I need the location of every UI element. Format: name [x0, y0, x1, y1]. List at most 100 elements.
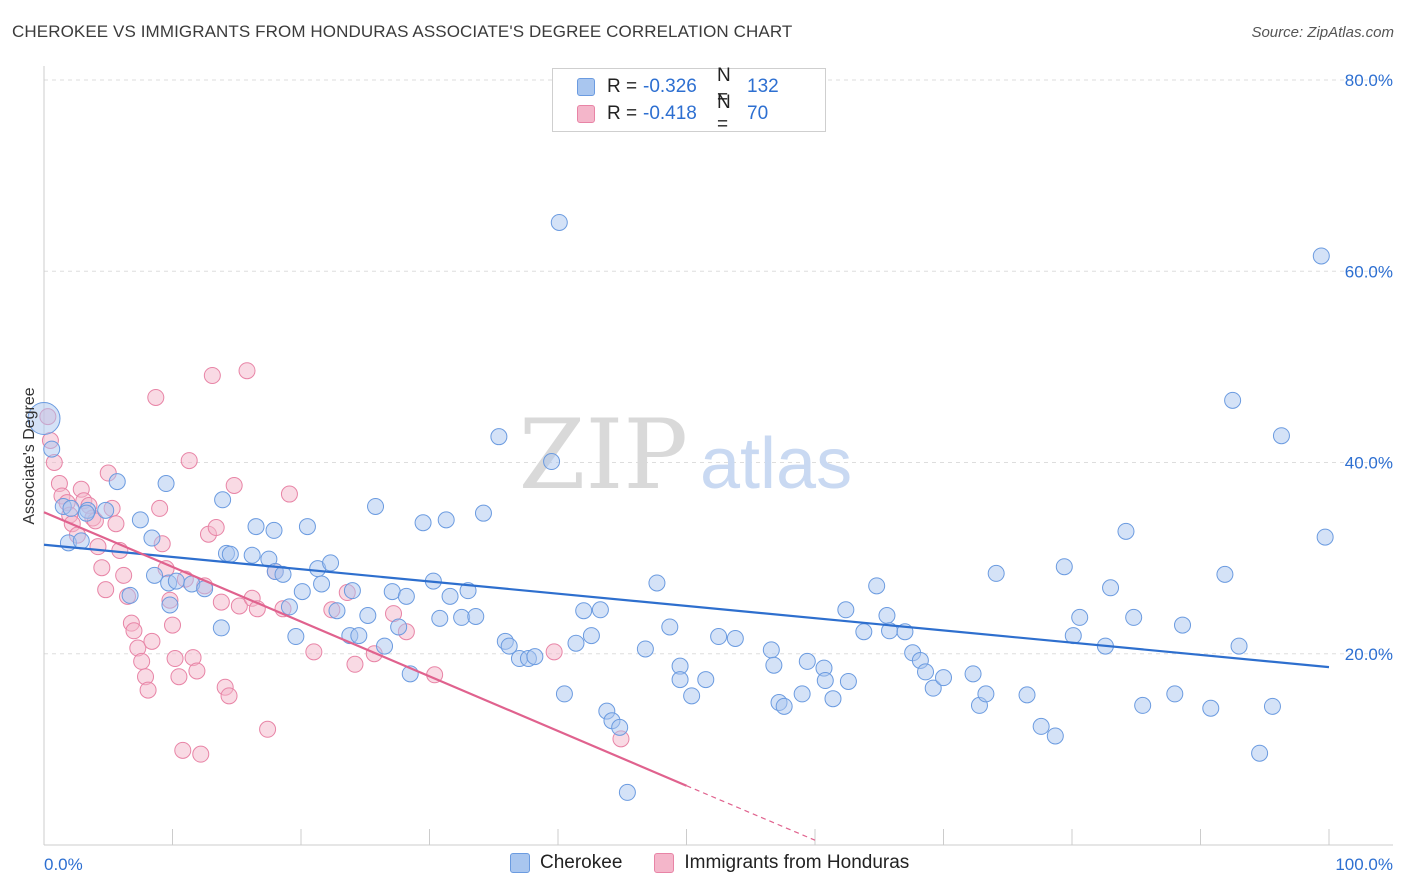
- legend-swatch-cherokee: [510, 853, 530, 873]
- legend-n-value-honduras: 70: [747, 103, 769, 124]
- axes: [43, 66, 1393, 846]
- cherokee-point: [247, 518, 265, 536]
- cherokee-point: [274, 565, 292, 583]
- honduras-point: [188, 662, 206, 680]
- cherokee-point: [121, 586, 139, 604]
- honduras-point: [225, 476, 243, 494]
- honduras-point: [115, 566, 133, 584]
- legend-r-value-cherokee: -0.326: [643, 76, 697, 97]
- cherokee-point: [62, 499, 80, 517]
- cherokee-point: [977, 685, 995, 703]
- cherokee-point: [661, 618, 679, 636]
- cherokee-point: [868, 577, 886, 595]
- cherokee-point: [214, 491, 232, 509]
- cherokee-point: [543, 453, 561, 471]
- cherokee-point: [824, 690, 842, 708]
- legend-r-value-honduras: -0.418: [643, 103, 697, 124]
- legend-swatch-honduras: [654, 853, 675, 873]
- cherokee-point: [1125, 608, 1143, 626]
- honduras-point: [180, 452, 198, 470]
- cherokee-point: [636, 640, 654, 658]
- honduras-point: [203, 366, 221, 384]
- cherokee-point: [762, 641, 780, 659]
- cherokee-point: [1251, 744, 1269, 762]
- cherokee-point: [964, 665, 982, 683]
- cherokee-point: [1032, 717, 1050, 735]
- legend-n-label: N =: [717, 92, 731, 135]
- cherokee-point: [839, 672, 857, 690]
- legend-swatch-honduras: [577, 105, 595, 123]
- honduras-point: [238, 362, 256, 380]
- cherokee-point: [582, 627, 600, 645]
- cherokee-point: [1230, 637, 1248, 655]
- watermark: ZIP atlas: [519, 399, 852, 511]
- cherokee-point: [397, 587, 415, 605]
- cherokee-point: [313, 575, 331, 593]
- legend-item-honduras[interactable]: Immigrants from Honduras: [654, 852, 909, 874]
- cherokee-point: [1174, 616, 1192, 634]
- cherokee-point: [459, 582, 477, 600]
- cherokee-point: [287, 628, 305, 646]
- y-tick-label-40: 40.0%: [1345, 454, 1393, 473]
- honduras-point: [259, 720, 277, 738]
- cherokee-point: [935, 669, 952, 687]
- y-tick-label-80: 80.0%: [1345, 71, 1393, 90]
- cherokee-point: [924, 679, 942, 697]
- honduras-point: [139, 681, 157, 699]
- legend-r-label: R =: [607, 103, 638, 124]
- cherokee-point: [27, 402, 61, 436]
- cherokee-point: [474, 504, 492, 522]
- cherokee-point: [775, 697, 793, 715]
- watermark-atlas: atlas: [700, 424, 852, 504]
- y-axis-label: Associate's Degree: [21, 387, 38, 524]
- honduras-point: [170, 668, 188, 686]
- cherokee-point: [1102, 579, 1120, 597]
- honduras-trend-extension: [686, 785, 816, 841]
- series-cherokee-points: [27, 213, 1334, 801]
- honduras-point: [107, 515, 125, 533]
- cherokee-point: [437, 511, 455, 529]
- cherokee-point: [648, 574, 666, 592]
- cherokee-point: [143, 529, 161, 547]
- honduras-trend-line: [43, 511, 687, 787]
- honduras-point: [346, 655, 364, 673]
- cherokee-point: [43, 440, 61, 458]
- honduras-point: [230, 597, 248, 615]
- cherokee-point: [72, 532, 90, 550]
- honduras-point: [151, 499, 169, 517]
- series-legend: Cherokee Immigrants from Honduras: [510, 852, 941, 874]
- watermark-zip: ZIP: [519, 399, 688, 511]
- y-tick-labels: 20.0% 40.0% 60.0% 80.0%: [1345, 71, 1393, 664]
- cherokee-point: [243, 546, 261, 564]
- cherokee-point: [383, 583, 401, 601]
- x-tick-label-max: 100.0%: [1335, 855, 1393, 874]
- cherokee-point: [591, 601, 609, 619]
- cherokee-point: [359, 607, 377, 624]
- honduras-point: [220, 687, 238, 705]
- cherokee-point: [367, 497, 385, 515]
- legend-item-cherokee[interactable]: Cherokee: [510, 852, 622, 874]
- cherokee-point: [575, 602, 593, 620]
- legend-swatch-cherokee: [577, 78, 595, 96]
- cherokee-point: [414, 514, 432, 532]
- cherokee-point: [280, 598, 298, 616]
- honduras-point: [133, 652, 151, 670]
- cherokee-point: [798, 652, 816, 670]
- honduras-point: [143, 632, 161, 650]
- cherokee-point: [1055, 558, 1073, 576]
- legend-label-cherokee: Cherokee: [540, 852, 623, 873]
- cherokee-point: [1046, 727, 1064, 745]
- cherokee-point: [1134, 696, 1152, 714]
- cherokee-point: [343, 582, 361, 600]
- honduras-point: [207, 519, 225, 537]
- cherokee-point: [987, 564, 1005, 582]
- cherokee-point: [500, 637, 518, 655]
- chart-title: CHEROKEE VS IMMIGRANTS FROM HONDURAS ASS…: [12, 22, 793, 41]
- cherokee-point: [131, 511, 149, 529]
- honduras-point: [545, 643, 563, 661]
- cherokee-point: [1316, 528, 1334, 546]
- cherokee-point: [431, 609, 449, 627]
- honduras-point: [147, 388, 165, 406]
- cherokee-point: [1224, 391, 1242, 409]
